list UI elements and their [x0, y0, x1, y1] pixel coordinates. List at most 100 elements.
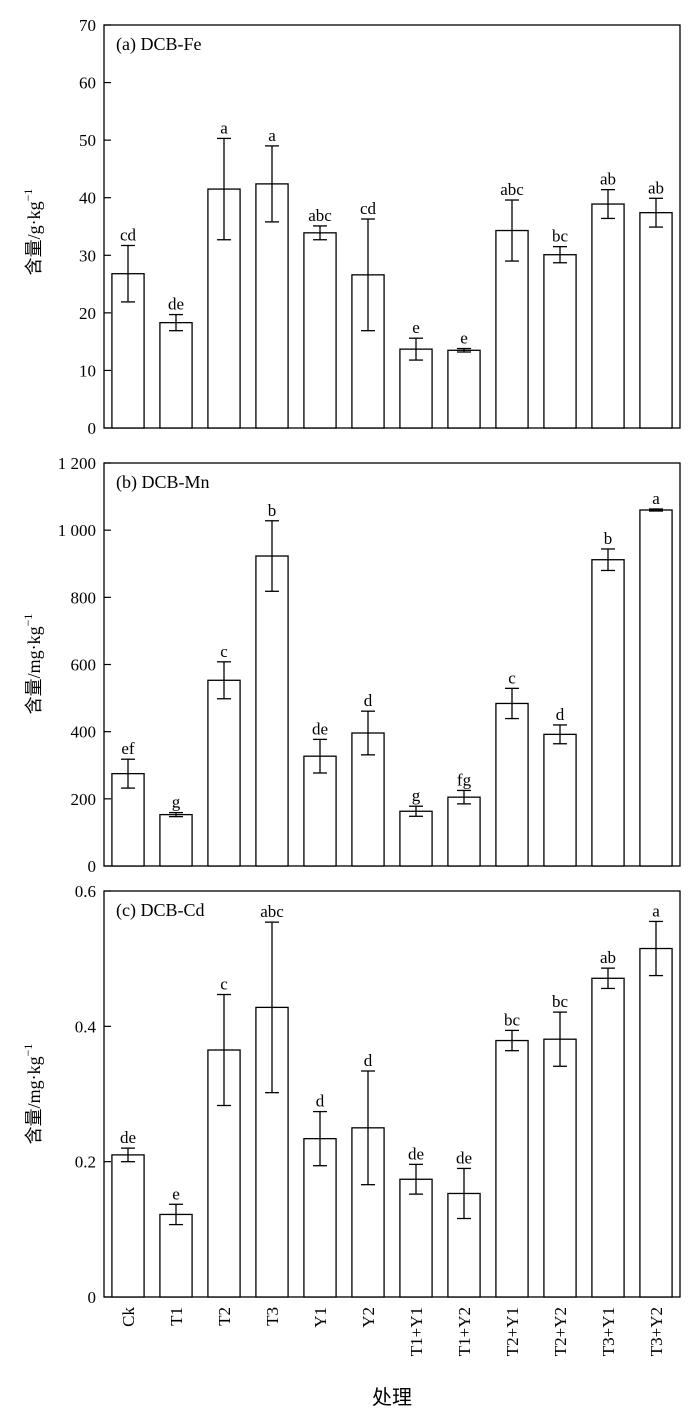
significance-letter: d	[364, 1051, 373, 1070]
bar	[255, 183, 289, 429]
significance-letter: a	[652, 901, 660, 920]
bar	[495, 229, 529, 429]
significance-letter: e	[460, 329, 468, 348]
x-tick-label: T1+Y2	[455, 1307, 474, 1356]
bar	[399, 810, 433, 867]
significance-letter: bc	[552, 992, 569, 1011]
y-tick-label: 400	[71, 723, 97, 742]
y-tick-label: 50	[79, 131, 96, 150]
panel-1: 0 10 20 30 40 50 60 70 (a) DCB-Fe cd de a a abc cd e e ab…	[21, 16, 681, 438]
panel-title: (a) DCB-Fe	[116, 34, 201, 55]
y-tick-label: 0	[88, 857, 97, 876]
x-tick-label: T3	[263, 1307, 282, 1326]
significance-letter: d	[556, 705, 565, 724]
significance-letter: a	[652, 489, 660, 508]
y-axis-label-exponent: −1	[21, 189, 35, 202]
significance-letter: b	[604, 529, 613, 548]
bar	[543, 1038, 577, 1298]
significance-letter: de	[408, 1144, 424, 1163]
y-tick-label: 0	[88, 419, 97, 438]
significance-letter: ef	[121, 739, 135, 758]
significance-letter: c	[220, 975, 228, 994]
x-tick-label: Ck	[119, 1307, 138, 1327]
y-axis-label-exponent: −1	[21, 614, 35, 627]
panel-3: 0 0.2 0.4 0.6 (c) DCB-Cd de e c abc d d de de bc bc ab a…	[21, 882, 681, 1409]
bar	[639, 212, 673, 429]
plot-frame	[103, 24, 681, 429]
significance-letter: de	[168, 295, 184, 314]
x-tick-label: T3+Y2	[647, 1307, 666, 1356]
significance-letter: e	[412, 318, 420, 337]
bar	[495, 1039, 529, 1298]
bar	[591, 203, 625, 429]
y-axis-label: 含量/mg·kg−1	[21, 614, 44, 715]
bar	[207, 679, 241, 867]
bar	[591, 977, 625, 1298]
bar	[543, 254, 577, 429]
x-tick-label: T1+Y1	[407, 1307, 426, 1356]
significance-letter: c	[220, 642, 228, 661]
significance-letter: ab	[600, 948, 616, 967]
y-tick-label: 0	[88, 1288, 97, 1307]
panel-2: 0 200 400 600 800 1 000 1 200 (b) DCB-Mn ef g c b de…	[21, 454, 681, 876]
bar	[543, 733, 577, 867]
bar	[399, 348, 433, 429]
bar	[447, 349, 481, 429]
x-tick-label: Y2	[359, 1307, 378, 1328]
significance-letter: bc	[552, 227, 569, 246]
significance-letter: e	[172, 1184, 180, 1203]
significance-letter: cd	[360, 199, 377, 218]
bar	[399, 1178, 433, 1298]
y-tick-label: 10	[79, 361, 96, 380]
significance-letter: a	[220, 118, 228, 137]
significance-letter: de	[120, 1128, 136, 1147]
y-axis-label-text: 含量/mg·kg	[24, 626, 44, 714]
x-tick-label: Y1	[311, 1307, 330, 1328]
bar	[591, 559, 625, 867]
y-tick-label: 1 200	[58, 454, 96, 473]
x-tick-label: T3+Y1	[599, 1307, 618, 1356]
y-tick-label: 600	[71, 656, 97, 675]
y-tick-label: 200	[71, 790, 97, 809]
y-axis-label-exponent: −1	[21, 1044, 35, 1057]
y-tick-label: 0.2	[75, 1153, 96, 1172]
significance-letter: cd	[120, 225, 137, 244]
significance-letter: g	[172, 793, 181, 812]
x-tick-label: T2+Y1	[503, 1307, 522, 1356]
y-tick-label: 0.4	[75, 1017, 97, 1036]
bar	[111, 273, 145, 429]
bar	[639, 947, 673, 1298]
x-axis-label: 处理	[372, 1386, 412, 1409]
significance-letter: abc	[308, 206, 332, 225]
bar	[447, 796, 481, 867]
y-axis-label-text: 含量/mg·kg	[24, 1056, 44, 1144]
bar	[159, 1213, 193, 1298]
y-axis-label: 含量/g·kg−1	[21, 189, 44, 276]
significance-letter: c	[508, 668, 516, 687]
plot-frame	[103, 890, 681, 1298]
significance-letter: d	[364, 691, 373, 710]
y-tick-label: 60	[79, 74, 96, 93]
significance-letter: bc	[504, 1010, 521, 1029]
y-tick-label: 800	[71, 588, 97, 607]
x-tick-label: T2+Y2	[551, 1307, 570, 1356]
y-axis-label: 含量/mg·kg−1	[21, 1044, 44, 1145]
significance-letter: a	[268, 126, 276, 145]
y-tick-label: 0.6	[75, 882, 96, 901]
panel-title: (b) DCB-Mn	[116, 472, 210, 493]
bar	[159, 321, 193, 429]
y-tick-label: 30	[79, 246, 96, 265]
y-axis-label-text: 含量/g·kg	[24, 201, 44, 275]
x-tick-label: T2	[215, 1307, 234, 1326]
panel-title: (c) DCB-Cd	[116, 900, 205, 921]
significance-letter: abc	[500, 180, 524, 199]
bar	[303, 232, 337, 429]
bar	[495, 702, 529, 867]
significance-letter: b	[268, 501, 277, 520]
y-tick-label: 1 000	[58, 521, 96, 540]
significance-letter: g	[412, 786, 421, 805]
significance-letter: ab	[648, 178, 664, 197]
bar	[159, 813, 193, 867]
bar	[255, 555, 289, 867]
